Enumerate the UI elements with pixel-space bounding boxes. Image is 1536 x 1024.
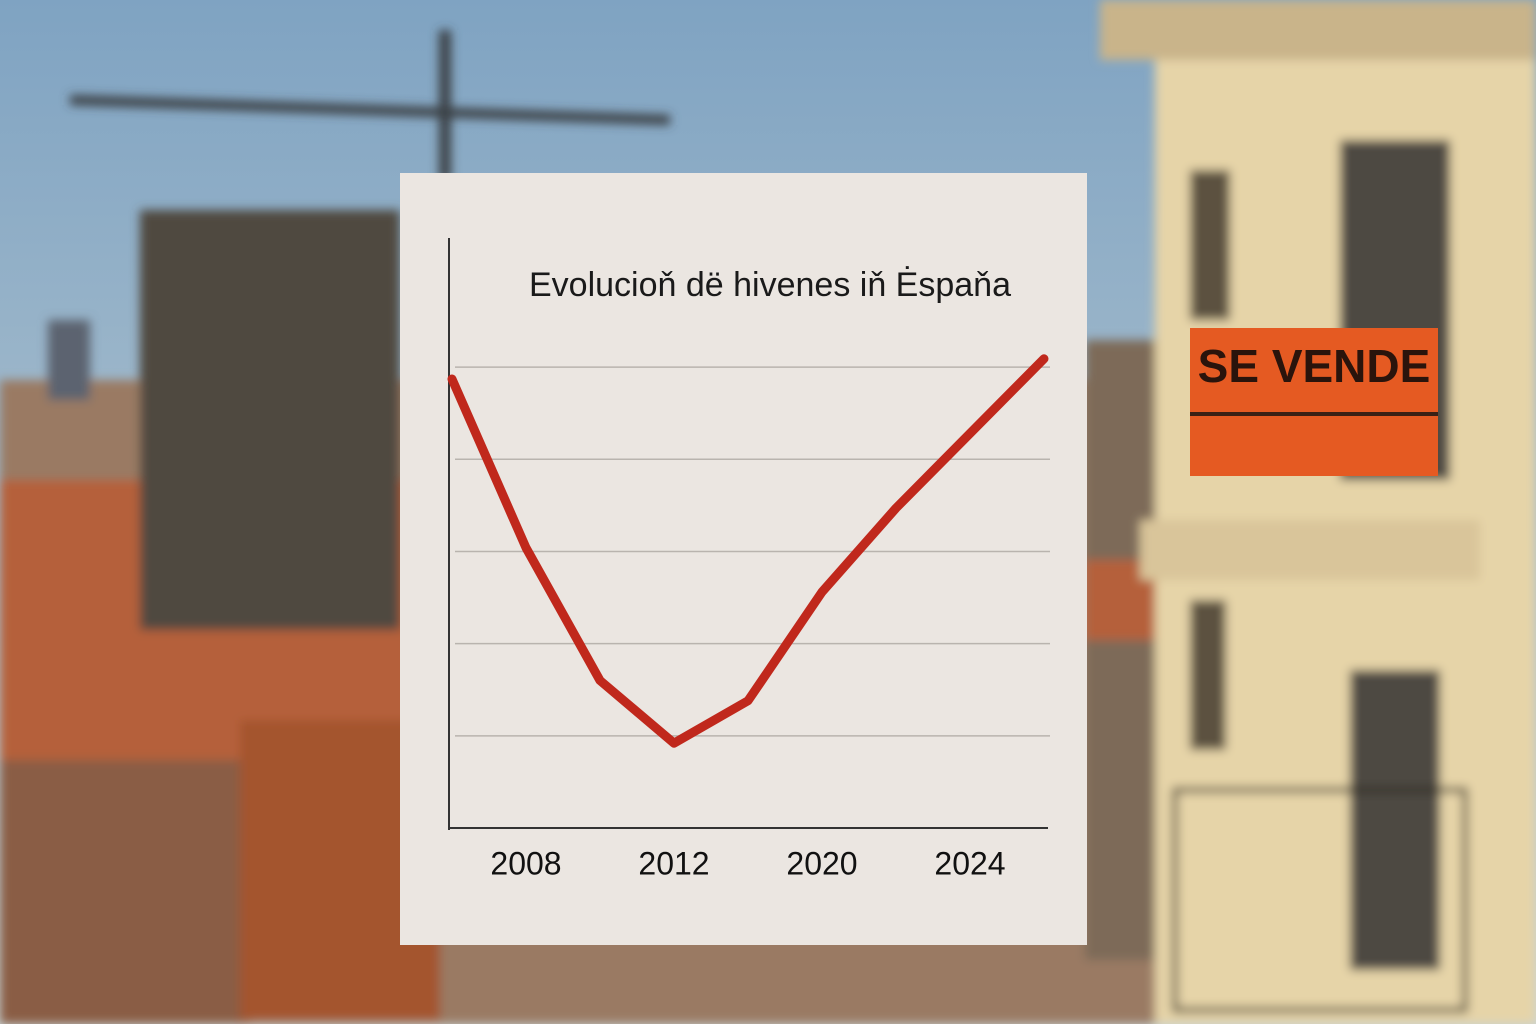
x-tick-label: 2008 bbox=[490, 845, 561, 881]
x-tick-label: 2024 bbox=[934, 845, 1005, 881]
paper bbox=[400, 173, 1087, 945]
x-tick-label: 2012 bbox=[638, 845, 709, 881]
sign bbox=[1190, 328, 1438, 476]
x-tick-label: 2020 bbox=[786, 845, 857, 881]
data-line bbox=[447, 354, 1049, 748]
chart-title: Evolucioň dë hivenes iň Ėspaňa bbox=[529, 266, 1011, 304]
sign-text: SE VENDE bbox=[1198, 340, 1431, 392]
